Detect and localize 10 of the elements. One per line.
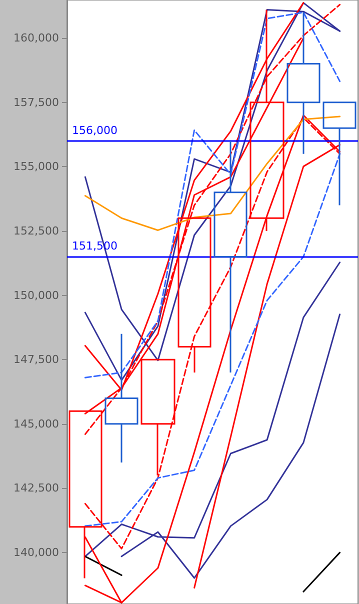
y-tick-label: 152,500 xyxy=(14,224,59,238)
y-tick-label: 140,000 xyxy=(14,546,59,560)
y-tick-label: 145,000 xyxy=(14,417,59,430)
ref-line-label: 156,000 xyxy=(72,124,118,137)
y-tick-label: 142,500 xyxy=(14,482,59,495)
y-tick-label: 150,000 xyxy=(14,288,59,302)
y-tick-label: 155,000 xyxy=(14,160,59,174)
y-tick-label: 160,000 xyxy=(14,32,59,45)
y-tick-label: 157,500 xyxy=(14,96,59,109)
y-tick-label: 147,500 xyxy=(14,353,59,366)
